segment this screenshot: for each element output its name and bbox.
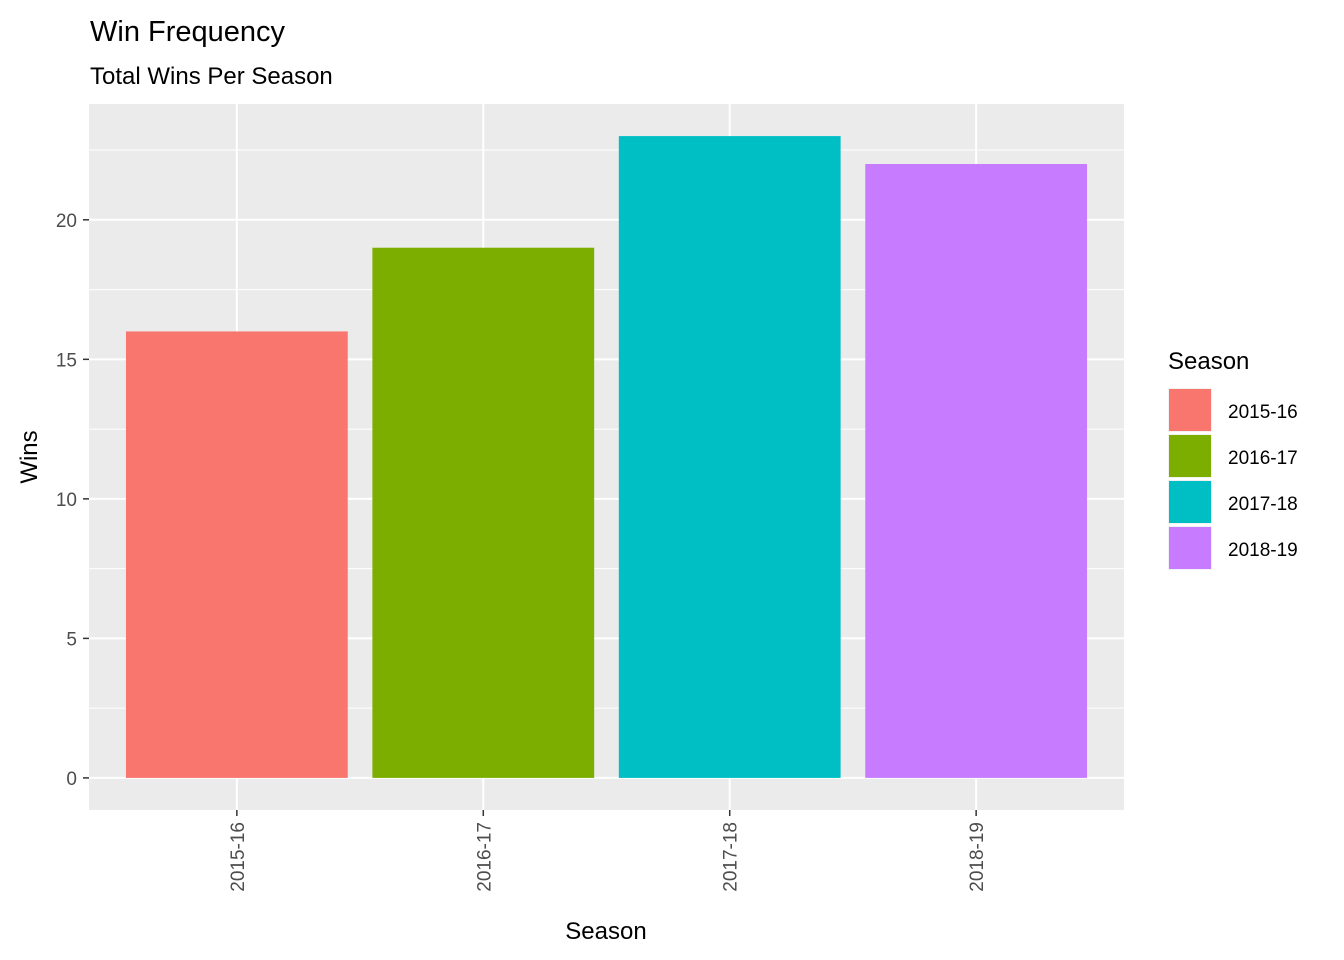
x-tick-label: 2016-17 (474, 822, 495, 892)
bar-2018-19 (865, 163, 1088, 778)
legend-label: 2015-16 (1228, 402, 1298, 423)
y-tick-label: 15 (56, 350, 77, 371)
legend-swatch-2016-17 (1169, 435, 1211, 477)
bar-2017-18 (618, 136, 841, 778)
legend-label: 2017-18 (1228, 494, 1298, 515)
bar-2016-17 (372, 247, 595, 778)
bars (125, 136, 1088, 778)
y-axis-title: Wins (16, 430, 43, 483)
y-axis: 0 5 10 15 20 (56, 211, 89, 790)
legend-swatch-2015-16 (1169, 389, 1211, 431)
legend-swatch-2017-18 (1169, 481, 1211, 523)
chart-subtitle: Total Wins Per Season (90, 63, 333, 90)
y-tick-label: 10 (56, 490, 77, 511)
bar-2015-16 (125, 331, 348, 778)
x-tick-label: 2017-18 (721, 822, 742, 892)
x-tick-label: 2018-19 (967, 822, 988, 892)
legend-label: 2018-19 (1228, 540, 1298, 561)
x-tick-label: 2015-16 (228, 822, 249, 892)
legend: Season 2015-16 2016-17 2017-18 2018-19 (1168, 348, 1298, 570)
x-axis: 2015-16 2016-17 2017-18 2018-19 (228, 810, 988, 892)
chart-title: Win Frequency (90, 16, 286, 48)
legend-label: 2016-17 (1228, 448, 1298, 469)
legend-title: Season (1168, 348, 1249, 375)
y-tick-label: 0 (66, 769, 77, 790)
legend-swatch-2018-19 (1169, 527, 1211, 569)
x-axis-title: Season (565, 918, 646, 945)
y-tick-label: 5 (66, 629, 77, 650)
y-tick-label: 20 (56, 211, 77, 232)
